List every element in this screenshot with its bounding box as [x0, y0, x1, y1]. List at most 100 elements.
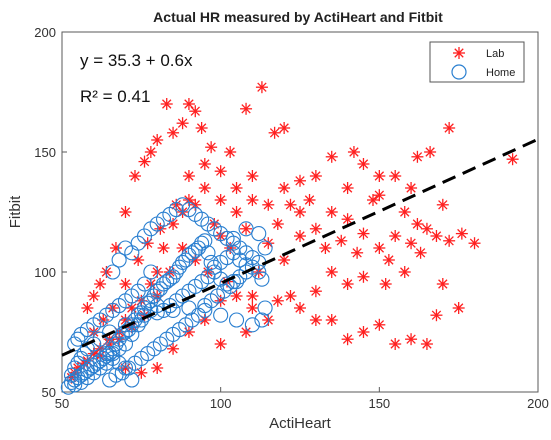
lab-point-66: [214, 165, 227, 178]
lab-point-109: [341, 333, 354, 346]
y-tick-label-0: 50: [42, 385, 56, 400]
home-point-63: [149, 305, 165, 321]
lab-point-74: [151, 134, 164, 146]
x-axis-label: ActiHeart: [269, 415, 332, 432]
lab-point-103: [357, 326, 370, 338]
lab-point-101: [325, 314, 338, 326]
lab-point-64: [240, 102, 253, 115]
lab-point-130: [411, 218, 424, 230]
home-point-81: [111, 252, 127, 268]
home-point-170: [228, 274, 245, 290]
home-point-64: [133, 312, 149, 328]
home-point-45: [203, 254, 219, 270]
lab-point-62: [268, 126, 281, 139]
lab-point-96: [246, 170, 259, 182]
lab-point-10: [151, 266, 164, 278]
lab-point-134: [373, 170, 386, 182]
lab-point-138: [201, 266, 214, 278]
home-point-44: [200, 245, 216, 261]
lab-point-127: [357, 270, 370, 283]
lab-point-33: [335, 234, 348, 247]
lab-point-32: [325, 206, 338, 218]
lab-point-73: [160, 98, 173, 110]
lab-point-114: [230, 290, 243, 302]
legend-lab-marker: [453, 47, 465, 59]
lab-point-50: [506, 153, 519, 166]
plot-frame: [61, 31, 539, 393]
lab-series: [65, 81, 519, 384]
home-point-61: [181, 300, 197, 316]
lab-point-76: [138, 155, 151, 168]
home-point-48: [219, 276, 235, 292]
lab-point-136: [246, 290, 259, 302]
legend-lab-asterisk: [453, 47, 465, 59]
home-point-43: [197, 233, 213, 249]
lab-point-99: [294, 206, 306, 218]
home-point-55: [257, 300, 273, 316]
lab-point-111: [294, 302, 306, 314]
lab-point-77: [128, 170, 141, 182]
lab-point-30: [309, 222, 322, 235]
lab-point-119: [151, 362, 164, 374]
lab-point-126: [325, 266, 338, 278]
lab-point-92: [182, 170, 195, 182]
y-axis-label: Fitbit: [7, 195, 24, 228]
lab-point-110: [309, 314, 322, 326]
lab-point-53: [411, 150, 424, 163]
lab-point-31: [319, 242, 332, 254]
lab-point-98: [278, 182, 291, 194]
home-point-73: [67, 360, 83, 376]
y-tick-label-1: 100: [34, 265, 56, 280]
lab-point-40: [389, 230, 402, 242]
lab-point-129: [398, 206, 411, 218]
lab-point-34: [341, 213, 354, 226]
lab-point-91: [170, 198, 183, 211]
home-point-53: [251, 264, 267, 280]
lab-point-125: [284, 290, 297, 302]
lab-point-59: [309, 170, 322, 182]
lab-point-72: [167, 126, 180, 139]
lab-point-47: [443, 234, 456, 247]
home-point-75: [124, 372, 140, 388]
lab-point-78: [119, 206, 132, 218]
legend-home-label: Home: [486, 67, 515, 79]
lab-point-54: [389, 170, 402, 182]
lab-point-24: [262, 237, 275, 250]
home-point-148: [73, 374, 89, 390]
lab-point-124: [262, 314, 275, 326]
lab-point-79: [109, 242, 122, 254]
lab-point-49: [468, 237, 481, 250]
legend-home-marker: [451, 64, 467, 80]
lab-point-22: [246, 194, 259, 206]
lab-point-48: [452, 302, 465, 314]
lab-point-97: [262, 198, 275, 211]
lab-point-56: [357, 158, 370, 170]
home-point-58: [228, 312, 245, 328]
lab-point-20: [230, 206, 243, 218]
lab-point-100: [309, 285, 322, 298]
home-point-54: [254, 271, 270, 287]
lab-point-65: [224, 146, 237, 158]
lab-point-131: [436, 198, 449, 211]
home-point-106: [238, 221, 254, 237]
lab-point-80: [100, 266, 113, 278]
home-point-151: [108, 367, 124, 383]
lab-point-87: [119, 278, 132, 290]
home-point-108: [143, 264, 159, 280]
home-point-57: [244, 317, 260, 333]
lab-point-93: [198, 158, 211, 170]
lab-point-75: [144, 146, 157, 158]
lab-point-58: [325, 150, 338, 163]
lab-point-37: [366, 194, 379, 206]
lab-point-106: [405, 333, 418, 346]
lab-point-36: [357, 227, 370, 240]
lab-point-41: [398, 266, 411, 278]
y-tick-label-3: 200: [34, 25, 56, 40]
chart-title: Actual HR measured by ActiHeart and Fitb…: [153, 9, 443, 25]
home-point-59: [213, 307, 229, 323]
lab-point-83: [81, 302, 94, 314]
home-point-56: [254, 312, 270, 328]
lab-point-95: [230, 182, 243, 194]
lab-point-42: [405, 237, 418, 250]
lab-point-63: [255, 81, 268, 94]
